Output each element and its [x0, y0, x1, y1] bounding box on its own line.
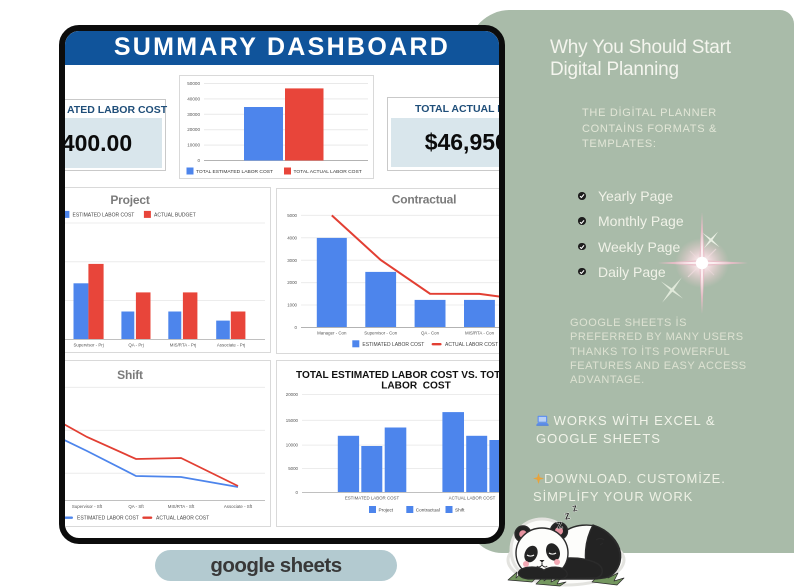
- svg-text:ESTIMATED LABOR COST: ESTIMATED LABOR COST: [362, 342, 424, 348]
- svg-text:0: 0: [295, 325, 298, 330]
- svg-text:Associate - Prj: Associate - Prj: [217, 343, 245, 348]
- svg-text:Supervisor - Prj: Supervisor - Prj: [73, 343, 103, 348]
- svg-text:z: z: [555, 516, 564, 532]
- svg-text:Supervisor - Sft: Supervisor - Sft: [72, 504, 103, 509]
- svg-text:ACTUAL BUDGET: ACTUAL BUDGET: [154, 213, 196, 219]
- svg-text:ESTIMATED LABOR COST: ESTIMATED LABOR COST: [77, 516, 139, 522]
- svg-text:ESTIMATED LABOR COST: ESTIMATED LABOR COST: [73, 213, 135, 219]
- svg-text:TOTAL ESTIMATED LABOR COST VS.: TOTAL ESTIMATED LABOR COST VS. TOTAL: [296, 370, 505, 381]
- svg-text:TOTAL ACTUAL LABOR COST: TOTAL ACTUAL LABOR COST: [294, 169, 362, 175]
- svg-text:30000: 30000: [187, 111, 200, 116]
- svg-text:MIS/RTA - Con: MIS/RTA - Con: [465, 330, 495, 335]
- svg-text:10000: 10000: [187, 142, 200, 147]
- svg-text:QA - Con: QA - Con: [421, 330, 440, 335]
- svg-text:z: z: [563, 508, 572, 523]
- svg-text:z: z: [571, 502, 580, 515]
- svg-text:15000: 15000: [286, 418, 299, 423]
- svg-text:Shift: Shift: [455, 508, 465, 513]
- svg-text:ACTUAL LABOR COST: ACTUAL LABOR COST: [449, 496, 496, 501]
- svg-text:20000: 20000: [286, 392, 299, 397]
- svg-text:Project: Project: [379, 508, 394, 513]
- svg-text:5000: 5000: [287, 213, 297, 218]
- svg-text:TOTAL ESTIMATED LABOR COST: TOTAL ESTIMATED LABOR COST: [196, 169, 273, 175]
- svg-text:2000: 2000: [287, 280, 297, 285]
- svg-text:0: 0: [197, 158, 200, 163]
- svg-text:Contractual: Contractual: [392, 192, 456, 206]
- svg-text:4000: 4000: [287, 235, 297, 240]
- svg-text:50000: 50000: [187, 81, 200, 86]
- svg-text:Associate - Sft: Associate - Sft: [224, 504, 253, 509]
- svg-text:ESTIMATED LABOR COST: ESTIMATED LABOR COST: [345, 496, 400, 501]
- svg-text:MIS/RTA - Prj: MIS/RTA - Prj: [170, 343, 196, 348]
- svg-text:3000: 3000: [287, 257, 297, 262]
- svg-text:0: 0: [296, 490, 299, 495]
- svg-text:MIS/RTA - Sft: MIS/RTA - Sft: [168, 504, 195, 509]
- svg-text:Manager - Con: Manager - Con: [317, 330, 347, 335]
- svg-text:QA - Sft: QA - Sft: [128, 504, 144, 509]
- svg-text:Shift: Shift: [117, 368, 143, 382]
- svg-text:QA - Prj: QA - Prj: [128, 343, 143, 348]
- svg-text:Supervisor - Con: Supervisor - Con: [364, 330, 398, 335]
- svg-text:ACTUAL LABOR COST: ACTUAL LABOR COST: [156, 516, 209, 522]
- svg-text:40000: 40000: [187, 96, 200, 101]
- svg-text:Project: Project: [110, 193, 149, 207]
- svg-text:ACTUAL LABOR COST: ACTUAL LABOR COST: [445, 342, 498, 348]
- svg-text:Contractual: Contractual: [416, 508, 440, 513]
- svg-text:10000: 10000: [286, 443, 299, 448]
- svg-text:LABOR COST: LABOR COST: [381, 381, 451, 392]
- svg-text:20000: 20000: [187, 127, 200, 132]
- svg-text:5000: 5000: [288, 466, 298, 471]
- svg-text:1000: 1000: [287, 302, 297, 307]
